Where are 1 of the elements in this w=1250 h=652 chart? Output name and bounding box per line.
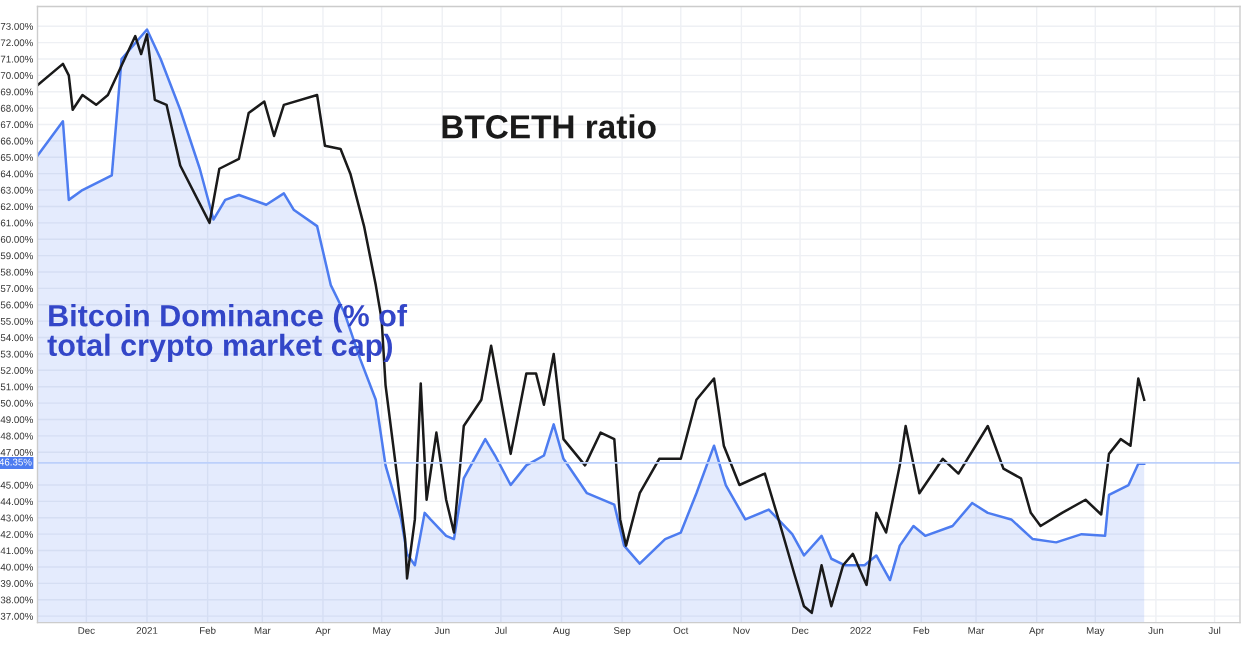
text: BTCETH ratio [442,114,656,139]
